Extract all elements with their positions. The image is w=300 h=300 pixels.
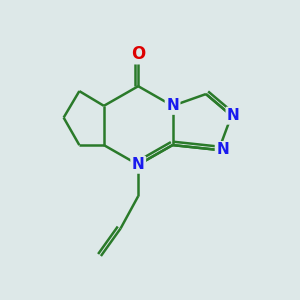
Text: N: N: [216, 142, 229, 158]
Text: O: O: [131, 45, 145, 63]
Text: N: N: [132, 157, 145, 172]
Text: N: N: [166, 98, 179, 113]
Text: N: N: [227, 108, 240, 123]
